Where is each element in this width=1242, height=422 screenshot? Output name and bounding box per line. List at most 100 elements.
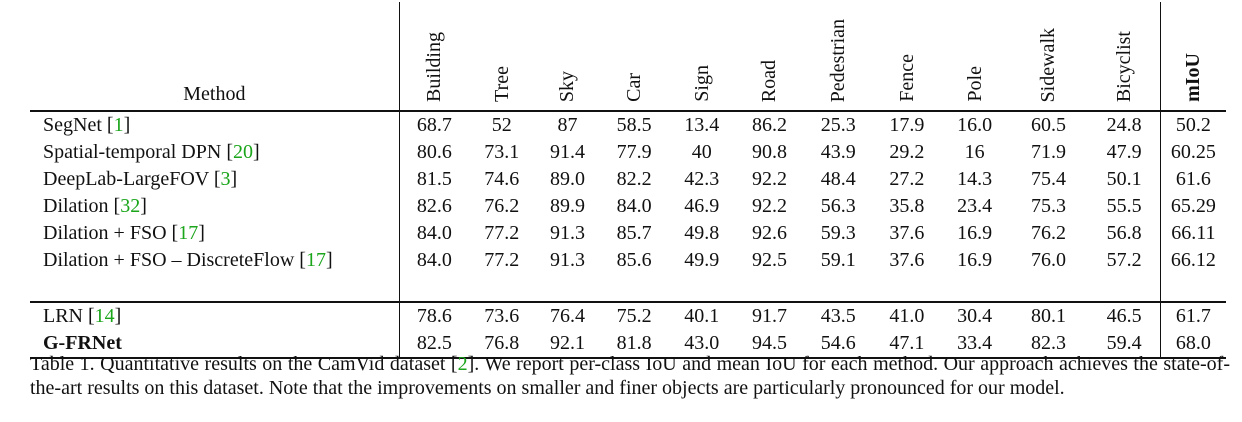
- caption-citation: 2: [457, 353, 468, 375]
- citation-link[interactable]: 32: [120, 195, 141, 217]
- spacer-cell: [668, 274, 736, 302]
- table-row: DeepLab-LargeFOV [3] 81.5 74.6 89.0 82.2 42.3…: [30, 166, 1226, 193]
- miou-cell: 68.0: [1160, 330, 1226, 359]
- iou-cell: 86.2: [735, 110, 804, 139]
- col-header: Pedestrian: [803, 2, 873, 111]
- citation-link[interactable]: 20: [232, 141, 253, 163]
- spacer-cell: [1088, 274, 1161, 302]
- iou-cell: 71.9: [1030, 141, 1066, 163]
- table-row: LRN [14] 78.6 73.6 76.4 75.2 40.1 91.7 43.5 41.0…: [30, 301, 1226, 330]
- iou-cell: 89.9: [549, 195, 585, 217]
- header-row: Method Building Tree Sky Car Sign Road P…: [30, 2, 1226, 111]
- iou-cell: 75.4: [1030, 168, 1066, 190]
- iou-cell: 91.3: [549, 249, 585, 271]
- iou-cell: 54.6: [803, 330, 874, 359]
- miou-cell: 66.11: [1171, 222, 1216, 244]
- iou-cell: 75.3: [1030, 195, 1066, 217]
- col-header: Bicyclist: [1088, 2, 1161, 111]
- miou-cell: 61.6: [1175, 168, 1211, 190]
- iou-cell: 82.5: [399, 330, 469, 359]
- iou-cell: 85.6: [616, 249, 652, 271]
- iou-cell: 76.8: [468, 330, 535, 359]
- iou-cell: 75.2: [600, 301, 668, 330]
- iou-cell: 91.3: [549, 222, 585, 244]
- iou-cell: 17.9: [873, 110, 941, 139]
- col-header: Pole: [941, 2, 1009, 111]
- iou-cell: 50.1: [1088, 166, 1161, 193]
- spacer-cell: [736, 274, 804, 302]
- iou-cell: 57.2: [1088, 247, 1161, 274]
- iou-cell: 59.3: [820, 222, 856, 244]
- method-cell: Dilation + FSO [17]: [30, 220, 400, 247]
- table-row: Dilation [32] 82.6 76.2 89.9 84.0 46.9 92.2 56.…: [30, 193, 1226, 220]
- iou-cell: 92.2: [751, 168, 787, 190]
- method-cell: Spatial-temporal DPN [20]: [30, 139, 400, 166]
- iou-cell: 85.7: [616, 222, 652, 244]
- col-header-label: Bicyclist: [1113, 30, 1136, 102]
- iou-cell: 89.0: [549, 168, 585, 190]
- method-name: G-FRNet: [43, 332, 122, 354]
- iou-cell: 84.0: [416, 222, 452, 244]
- iou-cell: 16.0: [940, 110, 1009, 139]
- iou-cell: 29.2: [889, 141, 925, 163]
- citation-link[interactable]: 17: [178, 222, 199, 244]
- col-header-label: Car: [623, 73, 646, 102]
- spacer-cell: [873, 274, 941, 302]
- col-header-label: Road: [758, 59, 781, 102]
- iou-cell: 46.5: [1088, 301, 1161, 330]
- method-name: LRN: [43, 305, 83, 327]
- table-row: Spatial-temporal DPN [20] 80.6 73.1 91.4 77.…: [30, 139, 1226, 166]
- col-header: Road: [736, 2, 804, 111]
- iou-cell: 92.2: [751, 195, 787, 217]
- citation-link[interactable]: 3: [220, 168, 231, 190]
- iou-cell: 76.0: [1030, 249, 1066, 271]
- spacer-cell: [399, 274, 469, 302]
- iou-cell: 92.5: [751, 249, 787, 271]
- col-header: Building: [399, 2, 469, 111]
- iou-cell: 35.8: [889, 195, 925, 217]
- iou-cell: 84.0: [416, 249, 452, 271]
- method-name: Dilation + FSO – DiscreteFlow: [43, 249, 295, 271]
- citation-link[interactable]: 1: [113, 114, 124, 136]
- iou-cell: 91.4: [549, 141, 585, 163]
- iou-cell: 47.9: [1088, 139, 1161, 166]
- method-cell: DeepLab-LargeFOV [3]: [30, 166, 400, 193]
- col-header-label: mIoU: [1182, 53, 1205, 102]
- table-row: Dilation + FSO [17] 84.0 77.2 91.3 85.7 49.8 9…: [30, 220, 1226, 247]
- iou-cell: 77.2: [484, 222, 520, 244]
- iou-cell: 41.0: [873, 301, 941, 330]
- citation-link[interactable]: 14: [94, 305, 115, 327]
- table-row: G-FRNet 82.5 76.8 92.1 81.8 43.0 94.5 54.6 47.1 3…: [30, 330, 1226, 359]
- col-header: Sky: [535, 2, 601, 111]
- iou-cell: 33.4: [940, 330, 1009, 359]
- col-header: Tree: [469, 2, 535, 111]
- col-header-label: Building: [423, 31, 446, 102]
- spacer-cell: [1008, 274, 1088, 302]
- iou-cell: 92.6: [751, 222, 787, 244]
- iou-cell: 73.1: [484, 141, 520, 163]
- col-header: Car: [600, 2, 668, 111]
- group-spacer: [30, 274, 1226, 302]
- iou-cell: 84.0: [616, 195, 652, 217]
- iou-cell: 25.3: [803, 110, 874, 139]
- method-cell: Dilation + FSO – DiscreteFlow [17]: [30, 247, 400, 274]
- spacer-cell: [30, 274, 400, 302]
- col-header-miou: mIoU: [1160, 2, 1226, 111]
- iou-cell: 74.6: [484, 168, 520, 190]
- method-name: DeepLab-LargeFOV: [43, 168, 209, 190]
- iou-cell: 56.8: [1088, 220, 1161, 247]
- caption-text-end: ]. We report per-class IoU and mean IoU …: [30, 353, 1230, 399]
- iou-cell: 37.6: [889, 222, 925, 244]
- col-header: Fence: [873, 2, 941, 111]
- iou-cell: 23.4: [957, 195, 993, 217]
- iou-cell: 81.5: [416, 168, 452, 190]
- table-row: SegNet [1] 68.7 52 87 58.5 13.4 86.2 25.3 17.9 16…: [30, 110, 1226, 139]
- iou-cell: 49.9: [684, 249, 720, 271]
- iou-cell: 77.2: [484, 249, 520, 271]
- method-cell: SegNet [1]: [30, 110, 400, 139]
- iou-cell: 59.1: [820, 249, 856, 271]
- citation-link[interactable]: 17: [305, 249, 326, 271]
- iou-cell: 43.5: [803, 301, 874, 330]
- iou-cell: 30.4: [940, 301, 1009, 330]
- iou-cell: 81.8: [600, 330, 668, 359]
